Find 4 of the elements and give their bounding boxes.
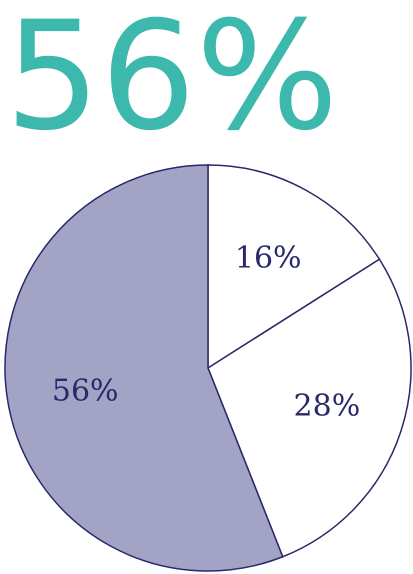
data-label: 28% [294,388,360,424]
data-label: 16% [234,240,302,276]
data-label: 56% [52,373,119,408]
chart-title: 56% [5,0,338,164]
